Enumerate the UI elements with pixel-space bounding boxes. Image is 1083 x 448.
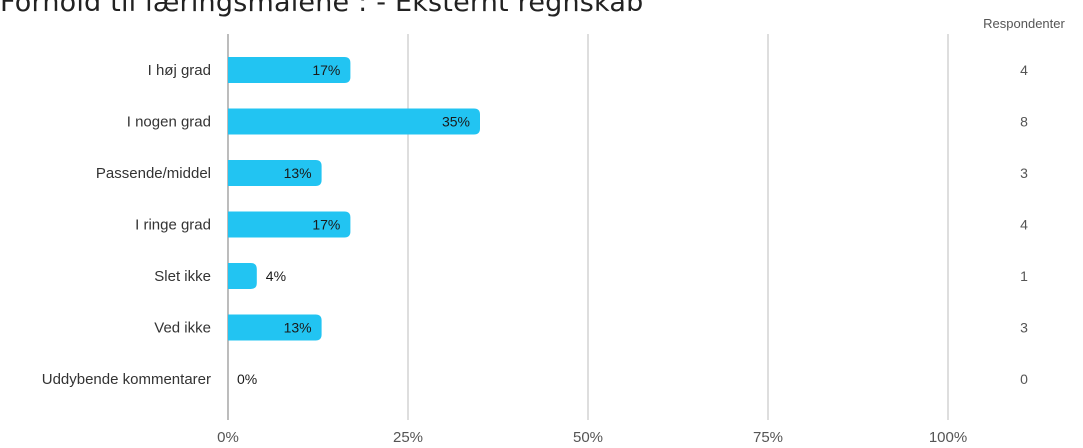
data-label: 13% (284, 165, 312, 181)
data-label: 13% (284, 320, 312, 336)
bar (228, 108, 480, 135)
respondent-count: 8 (1020, 114, 1028, 130)
x-tick-label: 50% (573, 429, 603, 446)
chart-title: Forhold til læringsmålene : - Eksternt r… (0, 0, 644, 18)
data-label: 17% (312, 217, 340, 233)
x-tick-label: 75% (753, 429, 783, 446)
bar (228, 263, 257, 289)
category-label: Passende/middel (96, 165, 211, 182)
x-tick-label: 25% (393, 429, 423, 446)
respondent-count: 3 (1020, 165, 1028, 181)
respondent-count: 4 (1020, 217, 1028, 233)
x-tick-label: 100% (929, 429, 967, 446)
category-label: I ringe grad (135, 217, 211, 234)
data-label: 35% (442, 114, 470, 130)
respondent-count: 0 (1020, 371, 1028, 387)
category-label: I nogen grad (127, 114, 211, 131)
category-label: Slet ikke (154, 268, 211, 285)
category-label: Ved ikke (154, 320, 211, 337)
data-label: 0% (237, 371, 257, 387)
bar (228, 314, 322, 341)
bar (228, 160, 322, 186)
category-label: I høj grad (148, 62, 211, 79)
respondent-count: 3 (1020, 320, 1028, 336)
respondents-header: Respondenter (983, 16, 1065, 31)
respondent-count: 4 (1020, 62, 1028, 78)
x-tick-label: 0% (217, 429, 239, 446)
data-label: 4% (266, 268, 286, 284)
bars (228, 57, 480, 341)
bar (228, 57, 351, 83)
respondent-count: 1 (1020, 268, 1028, 284)
bar (228, 211, 351, 238)
category-label: Uddybende kommentarer (42, 371, 211, 388)
data-label: 17% (312, 62, 340, 78)
